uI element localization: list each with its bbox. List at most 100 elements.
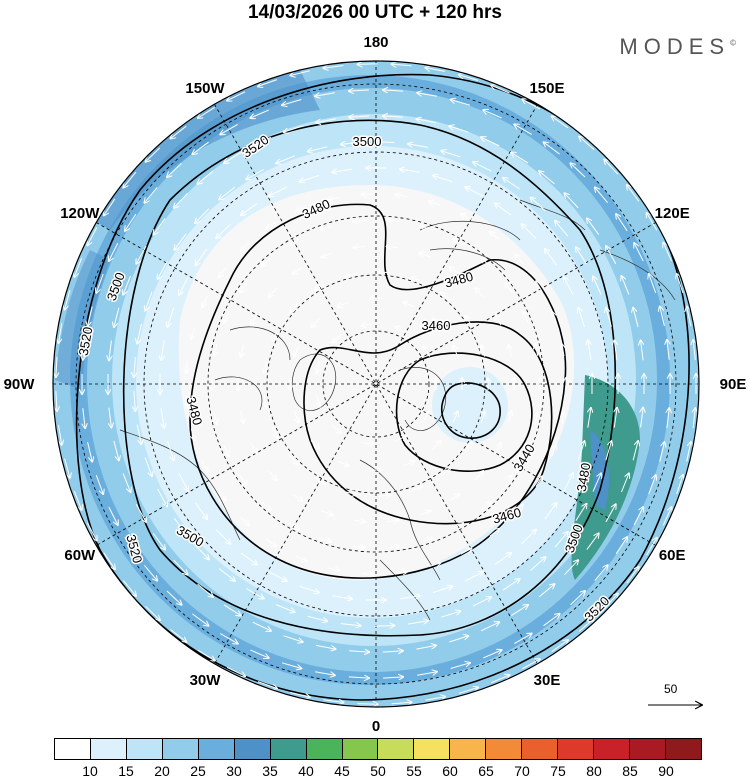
wind-arrow — [411, 278, 423, 283]
wind-arrow — [219, 186, 236, 199]
wind-arrow — [449, 126, 469, 133]
wind-arrow — [606, 308, 612, 328]
wind-arrow — [83, 339, 85, 360]
longitude-labels: 180 150E 120E 90E 60E 30E 0 30W 60W 90W 120W 150W — [4, 34, 747, 735]
wind-arrow — [603, 594, 618, 609]
wind-arrow — [481, 258, 491, 267]
contour-3480 — [189, 203, 567, 579]
wind-arrow — [420, 538, 432, 542]
wind-arrow — [408, 621, 428, 625]
wind-arrow — [166, 590, 182, 605]
wind-arrow — [218, 568, 235, 581]
wind-arrow — [514, 634, 531, 645]
wind-arrow — [514, 124, 532, 135]
colorbar-label: 50 — [370, 763, 386, 779]
wind-arrow — [605, 441, 612, 461]
wind-arrow — [314, 477, 325, 484]
wind-arrow — [361, 443, 374, 445]
wind-arrow — [345, 492, 357, 495]
wind-arrow — [465, 187, 484, 197]
wind-arrow — [144, 457, 152, 476]
wind-arrow — [250, 649, 268, 658]
wind-arrow — [114, 307, 120, 327]
wind-arrow — [552, 116, 569, 129]
wind-arrow — [220, 633, 237, 644]
wind-arrow — [56, 390, 57, 411]
wind-arrow — [416, 119, 437, 124]
wind-arrow — [383, 90, 404, 91]
wind-arrow — [633, 507, 643, 526]
modes-logo: MODES© — [619, 34, 736, 60]
colorbar-cell — [450, 739, 487, 759]
wind-arrow — [197, 583, 213, 597]
longitude-label: 90E — [720, 376, 747, 393]
wind-arrow — [103, 552, 115, 570]
longitude-label: 30W — [190, 672, 222, 689]
contour-3500 — [122, 119, 617, 637]
wind-arrow — [289, 238, 300, 245]
wind-arrow — [483, 110, 502, 119]
wind-arrow — [535, 412, 538, 425]
wind-arrow — [408, 144, 428, 148]
wind-arrow — [345, 274, 358, 277]
colorbar-label: 90 — [658, 763, 674, 779]
wind-arrow — [179, 276, 189, 295]
wind-arrow — [523, 312, 529, 324]
wind-arrow — [552, 312, 557, 324]
wind-arrow — [290, 692, 310, 698]
map-title: 14/03/2026 00 UTC + 120 hrs — [247, 2, 503, 23]
wind-arrow — [332, 169, 353, 172]
wind-arrow — [269, 287, 278, 297]
longitude-label: 120W — [60, 205, 100, 222]
wind-arrow — [378, 272, 391, 273]
wind-arrow — [604, 160, 619, 175]
wind-arrow — [223, 444, 229, 456]
wind-arrow — [491, 85, 510, 94]
wind-arrow — [383, 116, 403, 117]
wind-arrow — [240, 282, 248, 293]
wind-arrow — [374, 626, 395, 627]
wind-arrow — [288, 522, 299, 529]
wind-arrow — [218, 490, 226, 501]
wind-arrow — [195, 208, 210, 223]
wind-arrow — [223, 604, 241, 616]
colorbar-label: 15 — [118, 763, 134, 779]
wind-arrow — [315, 644, 336, 649]
colorbar-cell — [558, 739, 595, 759]
wind-arrow — [202, 295, 208, 307]
wind-arrow — [268, 470, 277, 480]
wind-arrow — [224, 151, 242, 163]
wind-arrow — [425, 697, 446, 701]
wind-arrow — [161, 340, 164, 360]
wind-arrow — [503, 178, 520, 190]
wind-arrow — [224, 311, 230, 323]
wind-arrow — [451, 100, 471, 106]
wind-arrow — [419, 253, 431, 258]
wind-arrow — [594, 565, 608, 581]
longitude-label: 60W — [64, 547, 96, 564]
wind-arrow — [392, 64, 412, 66]
colorbar-cell — [342, 739, 379, 759]
wind-arrow — [453, 346, 459, 357]
colorbar-label: 45 — [334, 763, 350, 779]
wind-arrow — [194, 502, 207, 519]
wind-arrow — [481, 345, 485, 357]
colorbar-cell — [90, 739, 127, 759]
colorbar-cell — [162, 739, 199, 759]
wind-arrow — [490, 232, 500, 240]
wind-arrow — [660, 307, 665, 327]
wind-arrow — [250, 442, 257, 454]
wind-arrow — [321, 510, 333, 515]
wind-arrow — [322, 252, 333, 257]
wind-arrow — [272, 426, 278, 438]
wind-arrow — [320, 226, 332, 230]
wind-arrow — [296, 206, 307, 212]
colorbar-cell — [414, 739, 451, 759]
wind-arrow — [220, 123, 238, 134]
wind-arrow — [495, 315, 502, 326]
wind-arrow — [536, 281, 543, 292]
wind-arrow — [633, 308, 639, 328]
longitude-label: 150W — [185, 80, 225, 97]
wind-arrow — [246, 168, 264, 179]
wind-arrow — [88, 306, 93, 326]
